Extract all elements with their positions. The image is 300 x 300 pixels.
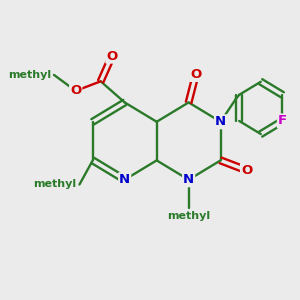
Text: F: F	[278, 115, 287, 128]
Text: N: N	[183, 173, 194, 186]
Text: methyl: methyl	[34, 179, 76, 190]
Text: N: N	[119, 173, 130, 186]
Text: methyl: methyl	[8, 70, 51, 80]
Text: methyl: methyl	[167, 211, 210, 221]
Text: O: O	[70, 84, 81, 97]
Text: O: O	[241, 164, 252, 177]
Text: N: N	[215, 115, 226, 128]
Text: O: O	[106, 50, 118, 63]
Text: O: O	[190, 68, 201, 81]
